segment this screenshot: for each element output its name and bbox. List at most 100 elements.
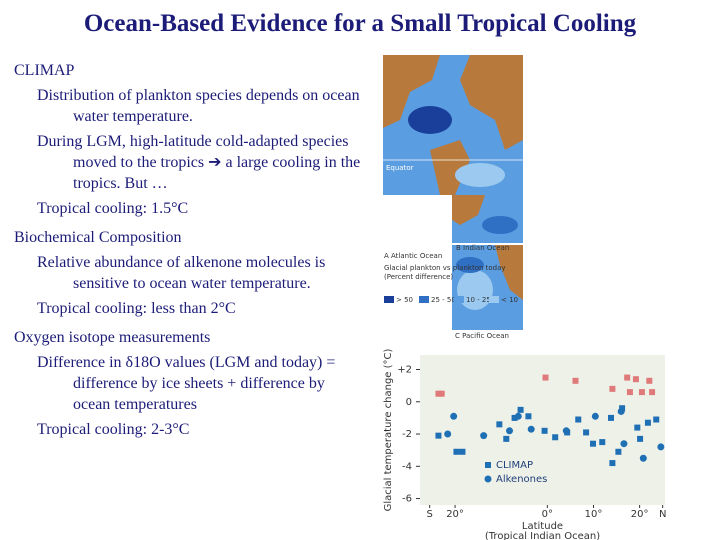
legend-label: 25 - 50 [431,296,456,304]
gap [383,200,451,245]
data-point [583,429,590,436]
map-label: A Atlantic Ocean [384,252,442,260]
section-heading: CLIMAP [14,62,75,79]
land [452,195,485,225]
land [383,55,440,128]
x-tick-label: 10° [585,509,603,520]
map-legend-subtitle: (Percent difference) [384,273,453,281]
bullet-text: During LGM, high-latitude cold-adapted s… [37,133,361,192]
map-label: C Pacific Ocean [455,332,509,340]
bullet-text: Tropical cooling: less than 2°C [37,300,236,317]
data-point [511,414,518,421]
y-tick-label: -6 [402,494,412,505]
legend-swatch [454,296,464,303]
data-point [503,435,510,442]
map-label: Equator [386,164,414,172]
data-point [525,413,532,420]
data-point [609,460,616,467]
legend-marker [485,462,491,468]
data-point [541,427,548,434]
data-point [527,425,535,433]
y-tick-label: -4 [402,461,412,472]
data-point [591,412,599,420]
data-point [438,390,445,397]
data-point [608,414,615,421]
data-point [562,427,570,435]
data-point [639,454,647,462]
data-point [542,374,549,381]
legend-label: 10 - 25 [466,296,491,304]
data-point [657,443,665,451]
data-point [617,407,625,415]
bullet-text: Difference in δ18O values (LGM and today… [37,354,336,413]
section-heading: Oxygen isotope measurements [14,329,211,346]
map-zone [457,270,493,310]
map-zone [482,216,518,234]
data-point [572,377,579,384]
data-point [653,416,660,423]
data-point [459,448,466,455]
data-point [453,448,460,455]
data-point [649,389,656,396]
y-axis-title: Glacial temperature change (°C) [383,348,394,511]
data-point [517,406,524,413]
data-point [620,440,628,448]
x-axis-note: (Tropical Indian Ocean) [485,531,600,540]
bullet-text: Tropical cooling: 1.5°C [37,200,189,217]
x-axis-title: Latitude [522,521,563,532]
data-point [634,424,641,431]
y-tick-label: -2 [402,429,412,440]
x-tick-label: N [659,509,666,520]
legend-swatch [419,296,429,303]
data-point [552,434,559,441]
data-point [644,419,651,426]
data-point [609,385,616,392]
data-point [646,377,653,384]
x-tick-label: 20° [446,509,464,520]
data-point [435,390,442,397]
slide-title: Ocean-Based Evidence for a Small Tropica… [83,10,637,37]
data-point [599,439,606,446]
x-tick-label: 0° [542,509,553,520]
data-point [435,432,442,439]
map-figure: Equator B Indian Ocean A Atlantic Ocean … [383,55,523,340]
data-point [638,389,645,396]
bullet-text: Tropical cooling: 2-3°C [37,421,190,438]
data-point [506,427,514,435]
bullet-text: Distribution of plankton species depends… [37,87,360,125]
data-point [615,448,622,455]
legend-swatch [489,296,499,303]
data-point [496,421,503,428]
data-point [624,374,631,381]
legend-label: < 10 [501,296,518,304]
data-point [514,412,522,420]
legend-label: Alkenones [496,474,547,485]
land [460,55,523,150]
section-heading: Biochemical Composition [14,229,182,246]
data-point [632,376,639,383]
data-point [637,435,644,442]
legend-label: CLIMAP [496,460,533,471]
map-zone [456,257,484,273]
data-point [480,432,488,440]
data-point [626,389,633,396]
data-point [590,440,597,447]
map-legend-title: Glacial plankton vs plankton today [384,264,506,272]
data-point [444,430,452,438]
legend-marker [484,475,492,483]
map-zone [455,163,505,187]
bullet-text: Relative abundance of alkenone molecules… [37,254,326,292]
y-tick-label: 0 [406,397,412,408]
x-tick-label: 20° [631,509,649,520]
data-point [450,412,458,420]
legend-swatch [384,296,394,303]
x-tick-label: S [427,509,433,520]
map-label: B Indian Ocean [456,244,509,252]
text-body: CLIMAP Distribution of plankton species d… [14,60,366,440]
data-point [575,416,582,423]
legend-label: > 50 [396,296,413,304]
land [495,245,523,300]
map-zone [408,106,452,134]
